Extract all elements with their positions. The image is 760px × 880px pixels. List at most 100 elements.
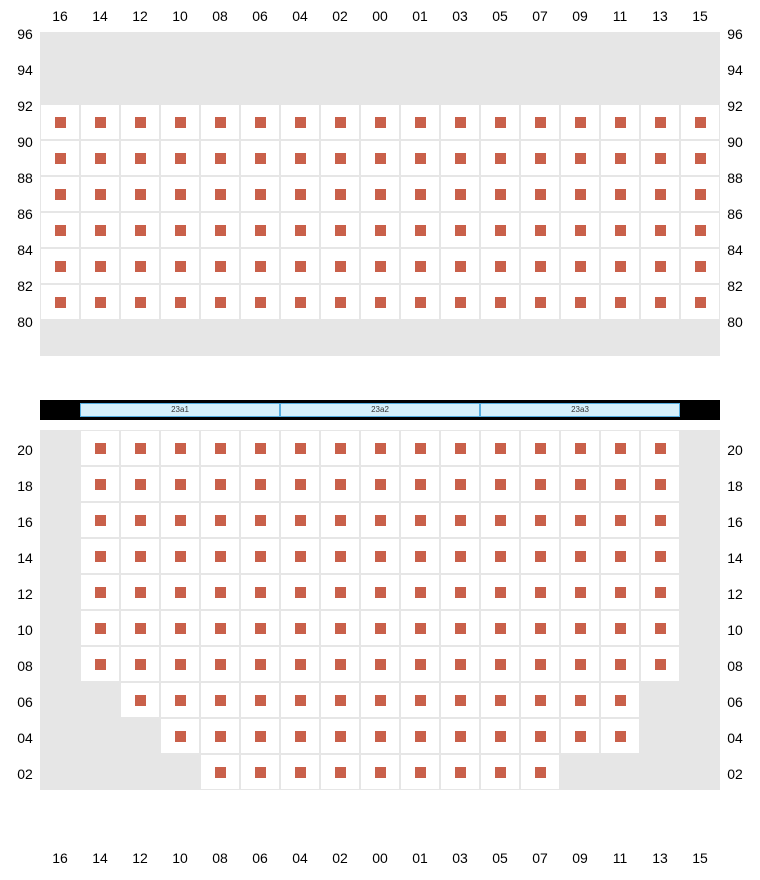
seat[interactable]	[480, 284, 520, 320]
seat[interactable]	[320, 104, 360, 140]
seat[interactable]	[240, 140, 280, 176]
seat[interactable]	[560, 718, 600, 754]
seat[interactable]	[240, 610, 280, 646]
seat[interactable]	[360, 466, 400, 502]
seat[interactable]	[600, 538, 640, 574]
seat[interactable]	[240, 212, 280, 248]
seat[interactable]	[360, 574, 400, 610]
seat[interactable]	[480, 718, 520, 754]
seat[interactable]	[360, 140, 400, 176]
seat[interactable]	[400, 610, 440, 646]
seat[interactable]	[560, 212, 600, 248]
seat[interactable]	[200, 140, 240, 176]
seat[interactable]	[640, 140, 680, 176]
seat[interactable]	[440, 574, 480, 610]
seat[interactable]	[440, 284, 480, 320]
seat[interactable]	[320, 430, 360, 466]
seat[interactable]	[360, 718, 400, 754]
seat[interactable]	[280, 104, 320, 140]
seat[interactable]	[120, 212, 160, 248]
seat[interactable]	[600, 104, 640, 140]
seat[interactable]	[520, 212, 560, 248]
seat[interactable]	[120, 682, 160, 718]
seat[interactable]	[320, 610, 360, 646]
seat[interactable]	[240, 646, 280, 682]
seat[interactable]	[80, 140, 120, 176]
seat[interactable]	[360, 682, 400, 718]
seat[interactable]	[400, 502, 440, 538]
seat[interactable]	[320, 248, 360, 284]
seat[interactable]	[400, 466, 440, 502]
seat[interactable]	[440, 682, 480, 718]
seat[interactable]	[80, 248, 120, 284]
seat[interactable]	[200, 754, 240, 790]
seat[interactable]	[360, 104, 400, 140]
seat[interactable]	[80, 466, 120, 502]
seat[interactable]	[40, 176, 80, 212]
seat[interactable]	[240, 104, 280, 140]
seat[interactable]	[80, 284, 120, 320]
seat[interactable]	[80, 538, 120, 574]
seat[interactable]	[520, 682, 560, 718]
seat[interactable]	[200, 538, 240, 574]
seat[interactable]	[240, 574, 280, 610]
seat[interactable]	[200, 610, 240, 646]
seat[interactable]	[440, 104, 480, 140]
seat[interactable]	[360, 176, 400, 212]
seat[interactable]	[200, 466, 240, 502]
seat[interactable]	[200, 502, 240, 538]
seat[interactable]	[40, 284, 80, 320]
seat[interactable]	[400, 284, 440, 320]
seat[interactable]	[400, 754, 440, 790]
seat[interactable]	[600, 682, 640, 718]
seat[interactable]	[160, 466, 200, 502]
seat[interactable]	[480, 610, 520, 646]
seat[interactable]	[280, 538, 320, 574]
seat[interactable]	[280, 754, 320, 790]
seat[interactable]	[120, 574, 160, 610]
seat[interactable]	[320, 538, 360, 574]
seat[interactable]	[400, 430, 440, 466]
seat[interactable]	[480, 754, 520, 790]
seat[interactable]	[480, 538, 520, 574]
seat[interactable]	[440, 646, 480, 682]
seat[interactable]	[120, 610, 160, 646]
seat[interactable]	[680, 140, 720, 176]
seat[interactable]	[280, 176, 320, 212]
seat[interactable]	[440, 610, 480, 646]
seat[interactable]	[480, 140, 520, 176]
seat[interactable]	[400, 574, 440, 610]
seat[interactable]	[480, 248, 520, 284]
seat[interactable]	[120, 104, 160, 140]
seat[interactable]	[160, 176, 200, 212]
seat[interactable]	[200, 104, 240, 140]
seat[interactable]	[600, 646, 640, 682]
seat[interactable]	[520, 104, 560, 140]
seat[interactable]	[240, 466, 280, 502]
seat[interactable]	[560, 538, 600, 574]
seat[interactable]	[280, 284, 320, 320]
seat[interactable]	[120, 248, 160, 284]
seat[interactable]	[320, 502, 360, 538]
seat[interactable]	[80, 104, 120, 140]
seat[interactable]	[480, 176, 520, 212]
seat[interactable]	[400, 538, 440, 574]
seat[interactable]	[320, 574, 360, 610]
seat[interactable]	[280, 574, 320, 610]
seat[interactable]	[160, 104, 200, 140]
seat[interactable]	[520, 538, 560, 574]
seat[interactable]	[200, 574, 240, 610]
seat[interactable]	[240, 176, 280, 212]
seat[interactable]	[600, 176, 640, 212]
seat[interactable]	[360, 610, 400, 646]
seat[interactable]	[200, 176, 240, 212]
seat[interactable]	[600, 574, 640, 610]
seat[interactable]	[240, 430, 280, 466]
seat[interactable]	[600, 718, 640, 754]
seat[interactable]	[480, 646, 520, 682]
seat[interactable]	[160, 284, 200, 320]
seat[interactable]	[600, 466, 640, 502]
seat[interactable]	[520, 176, 560, 212]
seat[interactable]	[440, 176, 480, 212]
seat[interactable]	[160, 682, 200, 718]
